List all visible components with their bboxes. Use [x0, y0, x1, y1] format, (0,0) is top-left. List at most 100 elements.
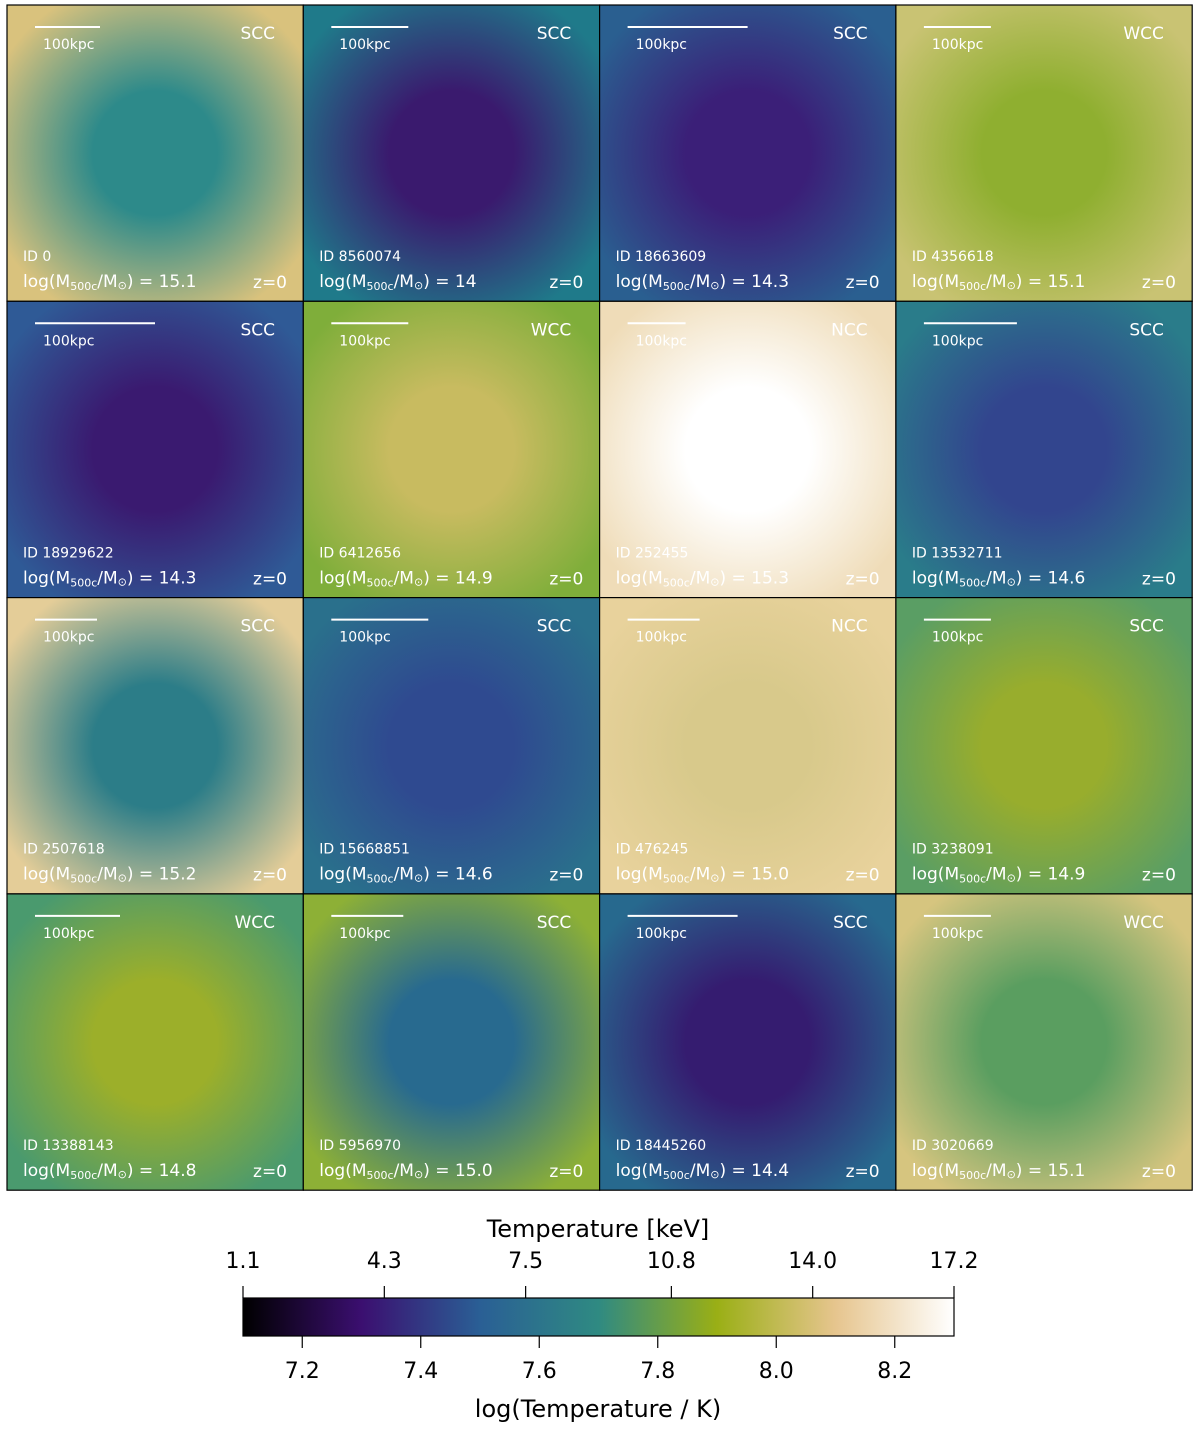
mass-sub: 500c: [663, 576, 690, 589]
mass-mid: /M: [394, 865, 414, 885]
mass-sun: ⊙: [1007, 279, 1016, 292]
mass-mid: /M: [986, 865, 1006, 885]
cc-class: SCC: [1129, 617, 1164, 637]
mass-value: 14.4: [751, 1161, 789, 1181]
mass-label: log(M500c/M⊙) = 15.1: [912, 1161, 1085, 1182]
redshift: z=0: [1142, 273, 1176, 293]
mass-sub: 500c: [70, 1169, 97, 1182]
mass-prefix: log(M: [912, 568, 959, 588]
mass-sub: 500c: [663, 873, 690, 886]
mass-sun: ⊙: [414, 279, 423, 292]
cluster-id: ID 3020669: [912, 1138, 994, 1154]
mass-sun: ⊙: [710, 575, 719, 588]
panel-image: [302, 300, 601, 599]
cluster-id: ID 13388143: [23, 1138, 114, 1154]
cluster-id: ID 6412656: [319, 545, 401, 561]
redshift: z=0: [846, 273, 880, 293]
panel-image: [302, 893, 601, 1191]
mass-label: log(M500c/M⊙) = 15.1: [912, 272, 1085, 293]
panel-image: [598, 596, 897, 895]
mass-eq: ) =: [1016, 865, 1048, 885]
mass-sub: 500c: [367, 873, 394, 886]
mass-eq: ) =: [127, 1161, 159, 1181]
mass-mid: /M: [97, 865, 117, 885]
mass-prefix: log(M: [319, 1161, 366, 1181]
mass-sun: ⊙: [1007, 575, 1016, 588]
log-tick-label: 7.4: [403, 1359, 438, 1384]
mass-value: 14: [455, 272, 477, 292]
mass-prefix: log(M: [912, 1161, 959, 1181]
mass-mid: /M: [394, 272, 414, 292]
mass-eq: ) =: [1016, 568, 1048, 588]
mass-value: 15.0: [455, 1161, 493, 1181]
mass-label: log(M500c/M⊙) = 14.8: [23, 1161, 196, 1182]
scale-label: 100kpc: [636, 926, 687, 942]
mass-value: 15.2: [159, 865, 197, 885]
cc-class: SCC: [1129, 320, 1164, 340]
cc-class: WCC: [234, 913, 275, 933]
mass-prefix: log(M: [23, 1161, 70, 1181]
mass-mid: /M: [97, 272, 117, 292]
mass-label: log(M500c/M⊙) = 15.3: [616, 568, 789, 589]
mass-eq: ) =: [423, 1161, 455, 1181]
mass-eq: ) =: [127, 272, 159, 292]
mass-prefix: log(M: [616, 865, 663, 885]
redshift: z=0: [549, 1162, 583, 1182]
mass-eq: ) =: [719, 865, 751, 885]
scale-label: 100kpc: [636, 37, 687, 53]
scale-label: 100kpc: [932, 333, 983, 349]
redshift: z=0: [253, 569, 287, 589]
mass-sun: ⊙: [118, 279, 127, 292]
cc-class: WCC: [1123, 24, 1164, 44]
mass-sub: 500c: [70, 873, 97, 886]
mass-sun: ⊙: [710, 872, 719, 885]
scale-label: 100kpc: [43, 630, 94, 646]
cluster-id: ID 0: [23, 249, 51, 265]
cluster-id: ID 4356618: [912, 249, 994, 265]
mass-value: 14.9: [1047, 865, 1085, 885]
panel-image: [895, 4, 1193, 302]
mass-mid: /M: [986, 568, 1006, 588]
mass-mid: /M: [690, 272, 710, 292]
mass-label: log(M500c/M⊙) = 15.2: [23, 865, 196, 886]
mass-sun: ⊙: [118, 575, 127, 588]
mass-eq: ) =: [719, 272, 751, 292]
panel-image: [6, 300, 304, 599]
cluster-id: ID 3238091: [912, 842, 994, 858]
cluster-id: ID 252455: [616, 545, 689, 561]
mass-sub: 500c: [663, 1169, 690, 1182]
scale-label: 100kpc: [636, 630, 687, 646]
mass-value: 15.1: [1047, 272, 1085, 292]
mass-sub: 500c: [367, 576, 394, 589]
mass-value: 15.3: [751, 568, 789, 588]
mass-sun: ⊙: [1007, 872, 1016, 885]
mass-label: log(M500c/M⊙) = 15.0: [616, 865, 789, 886]
cluster-id: ID 15668851: [319, 842, 410, 858]
kev-tick-label: 1.1: [226, 1249, 261, 1274]
mass-sun: ⊙: [118, 872, 127, 885]
colorbar-top-label: Temperature [keV]: [486, 1215, 710, 1243]
mass-sub: 500c: [959, 873, 986, 886]
mass-value: 15.1: [1047, 1161, 1085, 1181]
cluster-id: ID 8560074: [319, 249, 401, 265]
scale-label: 100kpc: [932, 37, 983, 53]
redshift: z=0: [253, 273, 287, 293]
redshift: z=0: [253, 1162, 287, 1182]
log-tick-label: 7.6: [522, 1359, 557, 1384]
mass-sub: 500c: [70, 576, 97, 589]
cluster-id: ID 18929622: [23, 545, 114, 561]
redshift: z=0: [549, 866, 583, 886]
mass-eq: ) =: [127, 568, 159, 588]
mass-value: 14.6: [1047, 568, 1085, 588]
panel-image: [598, 300, 897, 599]
scale-label: 100kpc: [932, 926, 983, 942]
panel-image: [895, 893, 1193, 1191]
panel-image: [895, 596, 1193, 895]
mass-mid: /M: [97, 568, 117, 588]
redshift: z=0: [1142, 866, 1176, 886]
panel-image: [302, 596, 601, 895]
log-tick-label: 8.0: [759, 1359, 794, 1384]
log-tick-label: 7.8: [640, 1359, 675, 1384]
redshift: z=0: [846, 1162, 880, 1182]
panel-image: [895, 300, 1193, 599]
